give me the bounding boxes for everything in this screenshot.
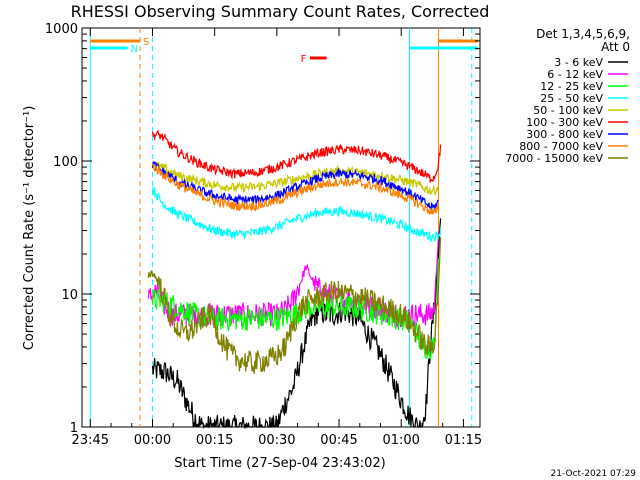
y-axis-ticks: 1 10 100 1000: [45, 22, 480, 436]
legend-label-1: 6 - 12 keV: [547, 68, 603, 81]
legend-label-8: 7000 - 15000 keV: [505, 152, 603, 165]
legend-label-7: 800 - 7000 keV: [519, 140, 603, 153]
flag-label-F: F: [301, 54, 307, 65]
y-tick-label-0: 1: [70, 421, 78, 436]
x-tick-label-2: 00:15: [196, 433, 233, 448]
legend-label-4: 50 - 100 keV: [533, 104, 603, 117]
x-tick-label-0: 23:45: [72, 433, 109, 448]
x-axis-ticks: 23:45 00:00 00:15 00:30 00:45 01:00 01:15: [72, 28, 482, 448]
vertical-markers: [89, 28, 473, 427]
series-lines: [147, 129, 442, 430]
y-tick-label-1: 10: [61, 288, 78, 303]
legend-label-0: 3 - 6 keV: [554, 56, 603, 69]
x-tick-label-4: 00:45: [320, 433, 357, 448]
flag-label-S: S: [143, 37, 149, 48]
y-tick-label-2: 100: [53, 155, 78, 170]
x-tick-label-6: 01:15: [445, 433, 482, 448]
legend-title: Det 1,3,4,5,6,9,: [536, 27, 630, 41]
series-line-0: [151, 218, 442, 430]
legend-label-2: 12 - 25 keV: [540, 80, 603, 93]
series-line-7: [151, 163, 440, 215]
legend-label-6: 300 - 800 keV: [526, 128, 603, 141]
plot-frame: [81, 27, 481, 428]
y-tick-label-3: 1000: [45, 22, 78, 37]
series-line-8: [147, 237, 442, 374]
observing-flags: SN F: [90, 37, 478, 65]
x-axis-label: Start Time (27-Sep-04 23:43:02): [174, 456, 385, 471]
chart-title: RHESSI Observing Summary Count Rates, Co…: [71, 2, 490, 21]
x-tick-label-3: 00:30: [258, 433, 295, 448]
x-tick-label-1: 00:00: [134, 433, 171, 448]
y-axis-label: Corrected Count Rate (s⁻¹ detector⁻¹): [22, 106, 37, 351]
flag-label-N: N: [131, 44, 138, 55]
legend-label-5: 100 - 300 keV: [526, 116, 603, 129]
series-line-2: [151, 258, 440, 360]
plot-area: [81, 27, 481, 428]
legend-label-3: 25 - 50 keV: [540, 92, 603, 105]
x-tick-label-5: 01:00: [382, 433, 419, 448]
legend-subtitle: Att 0: [601, 40, 630, 54]
series-line-5: [151, 129, 442, 183]
render-timestamp: 21-Oct-2021 07:29: [551, 469, 637, 479]
series-line-3: [151, 187, 442, 243]
series-line-6: [151, 160, 439, 211]
